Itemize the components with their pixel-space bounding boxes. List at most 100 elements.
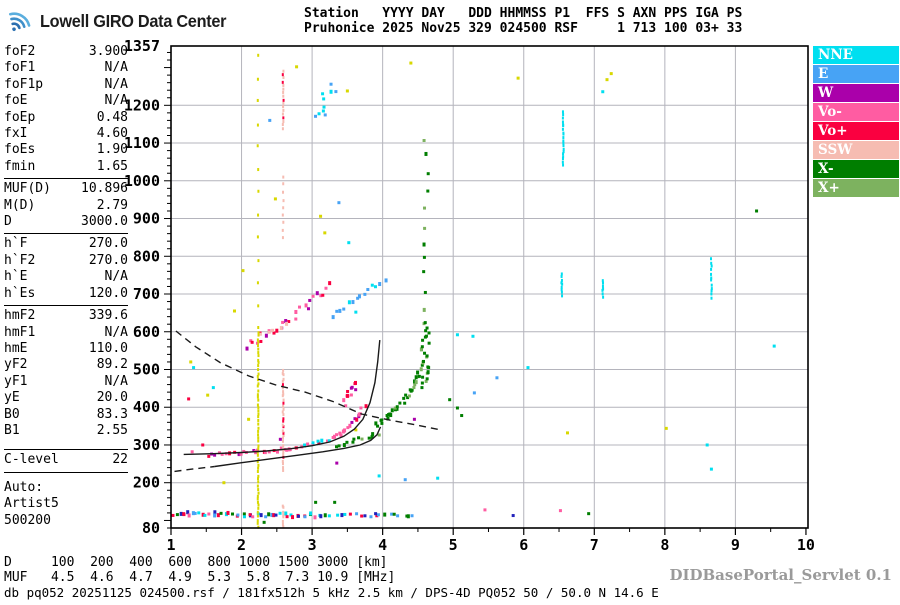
parameter-row: hmF1 N/A: [4, 325, 128, 341]
svg-text:6: 6: [519, 536, 528, 554]
parameter-row: M(D) 2.79: [4, 198, 128, 214]
muf-row: MUF 4.5 4.6 4.7 4.9 5.3 5.8 7.3 10.9 [MH…: [4, 569, 396, 585]
parameter-label: C-level: [4, 452, 59, 468]
parameter-value: 339.6: [88, 308, 128, 324]
station-header: Station YYYY DAY DDD HHMMSS P1 FFS S AXN…: [304, 6, 742, 36]
echo-direction-legend: NNE E W Vo- Vo+ SSW X- X+: [813, 46, 899, 198]
parameter-value: 0.48: [96, 109, 128, 125]
legend-item-ssw: SSW: [813, 141, 899, 159]
parameter-value: 22: [112, 452, 128, 468]
parameter-value: N/A: [104, 93, 128, 109]
svg-text:500: 500: [133, 360, 160, 378]
header-brand: Lowell GIRO Data Center: [8, 5, 240, 38]
svg-text:1200: 1200: [124, 96, 160, 114]
station-header-columns: Station YYYY DAY DDD HHMMSS P1 FFS S AXN…: [304, 6, 743, 21]
parameter-label: foF1: [4, 60, 36, 76]
autoscaling-line: Auto:: [4, 479, 44, 495]
parameter-value: 110.0: [88, 340, 128, 356]
parameter-value: N/A: [104, 60, 128, 76]
autoscaling-line: Artist5: [4, 496, 59, 512]
parameter-value: 20.0: [96, 390, 128, 406]
parameter-label: h`F2: [4, 252, 36, 268]
parameter-label: yF1: [4, 373, 28, 389]
parameter-row: foF2 3.900: [4, 44, 128, 60]
curve-true-height-profile: [214, 426, 382, 468]
parameter-row: h`E N/A: [4, 269, 128, 285]
svg-text:2: 2: [237, 536, 246, 554]
parameter-row: yF2 89.2: [4, 357, 128, 373]
parameter-value: N/A: [104, 269, 128, 285]
parameter-label: B0: [4, 406, 20, 422]
parameter-row: MUF(D) 10.896: [4, 181, 128, 197]
parameter-label: hmF1: [4, 324, 36, 340]
parameters-panel: foF2 3.900 foF1 N/A foF1p N/A foE N/A foEp 0.48 fx…: [4, 44, 128, 529]
parameter-row: h`F 270.0: [4, 236, 128, 252]
parameter-value: 4.60: [96, 126, 128, 142]
giro-logo-icon: [8, 5, 36, 38]
parameter-row: h`F2 270.0: [4, 253, 128, 269]
legend-item-x: X-: [813, 160, 899, 178]
parameter-value: 2.55: [96, 422, 128, 438]
svg-text:1: 1: [166, 536, 175, 554]
legend-item-vo: Vo-: [813, 103, 899, 121]
parameter-value: 120.0: [88, 285, 128, 301]
legend-item-w: W: [813, 84, 899, 102]
separator-line: [4, 471, 128, 473]
svg-text:10: 10: [797, 536, 815, 554]
parameter-row: fxI 4.60: [4, 126, 128, 142]
parameter-label: fxI: [4, 126, 28, 142]
servlet-version-label: DIDBasePortal_Servlet 0.1: [669, 566, 892, 584]
parameter-row: B1 2.55: [4, 423, 128, 439]
parameter-value: 1.90: [96, 142, 128, 158]
autoscaling-line: 500200: [4, 512, 51, 528]
separator-line: [4, 449, 128, 451]
curve-fitted-trace: [183, 340, 381, 456]
muf-d-table: D 100 200 400 600 800 1000 1500 3000 [km…: [4, 555, 396, 585]
parameter-row: foEs 1.90: [4, 142, 128, 158]
legend-item-nne: NNE: [813, 46, 899, 64]
parameter-value: 3000.0: [81, 214, 128, 230]
legend-item-vo: Vo+: [813, 122, 899, 140]
parameter-value: N/A: [104, 76, 128, 92]
separator-line: [4, 233, 128, 235]
parameter-row: yE 20.0: [4, 390, 128, 406]
parameter-label: MUF(D): [4, 181, 51, 197]
app-title: Lowell GIRO Data Center: [40, 11, 227, 31]
separator-line: [4, 305, 128, 307]
svg-text:600: 600: [133, 323, 160, 341]
separator-line: [4, 178, 128, 180]
parameter-value: 270.0: [88, 236, 128, 252]
parameter-label: D: [4, 214, 12, 230]
parameter-row: foF1p N/A: [4, 77, 128, 93]
parameter-row: hmF2 339.6: [4, 308, 128, 324]
parameter-label: hmF2: [4, 308, 36, 324]
parameter-label: hmE: [4, 340, 28, 356]
svg-text:4: 4: [378, 536, 387, 554]
autoscaling-info: Auto: Artist5 500200: [4, 480, 128, 529]
parameter-value: 2.79: [96, 197, 128, 213]
parameter-value: 83.3: [96, 406, 128, 422]
parameter-value: N/A: [104, 324, 128, 340]
parameter-row: B0 83.3: [4, 407, 128, 423]
parameter-row: C-level 22: [4, 452, 128, 468]
parameter-row: hmE 110.0: [4, 341, 128, 357]
svg-text:200: 200: [133, 474, 160, 492]
parameter-label: foF1p: [4, 76, 44, 92]
parameter-label: yF2: [4, 357, 28, 373]
parameter-row: h`Es 120.0: [4, 286, 128, 302]
parameter-label: h`F: [4, 236, 28, 252]
svg-text:700: 700: [133, 285, 160, 303]
parameter-row: foEp 0.48: [4, 110, 128, 126]
svg-text:8: 8: [660, 536, 669, 554]
svg-text:900: 900: [133, 210, 160, 228]
parameter-label: foF2: [4, 44, 36, 59]
parameter-label: B1: [4, 422, 20, 438]
svg-text:7: 7: [590, 536, 599, 554]
legend-item-x: X+: [813, 179, 899, 197]
parameter-row: foE N/A: [4, 93, 128, 109]
svg-text:80: 80: [142, 519, 160, 537]
svg-text:300: 300: [133, 436, 160, 454]
svg-text:1100: 1100: [124, 134, 160, 152]
